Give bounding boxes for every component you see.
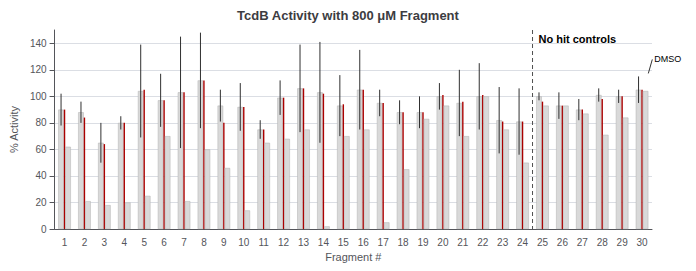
svg-text:6: 6 xyxy=(161,237,167,248)
svg-text:26: 26 xyxy=(557,237,569,248)
svg-text:0: 0 xyxy=(41,224,47,235)
svg-text:15: 15 xyxy=(338,237,350,248)
svg-text:2: 2 xyxy=(82,237,88,248)
svg-text:30: 30 xyxy=(636,237,648,248)
svg-text:25: 25 xyxy=(537,237,549,248)
svg-text:13: 13 xyxy=(298,237,310,248)
svg-text:% Activity: % Activity xyxy=(8,105,20,153)
svg-text:29: 29 xyxy=(617,237,629,248)
svg-text:28: 28 xyxy=(597,237,609,248)
svg-text:7: 7 xyxy=(181,237,187,248)
svg-text:23: 23 xyxy=(497,237,509,248)
svg-text:120: 120 xyxy=(30,64,47,75)
svg-text:21: 21 xyxy=(457,237,469,248)
svg-text:60: 60 xyxy=(35,144,47,155)
svg-text:14: 14 xyxy=(318,237,330,248)
svg-text:22: 22 xyxy=(477,237,489,248)
svg-text:12: 12 xyxy=(278,237,290,248)
svg-text:4: 4 xyxy=(122,237,128,248)
svg-text:80: 80 xyxy=(35,117,47,128)
svg-text:17: 17 xyxy=(378,237,390,248)
svg-text:DMSO: DMSO xyxy=(654,54,681,64)
svg-text:No hit controls: No hit controls xyxy=(539,33,617,45)
svg-text:27: 27 xyxy=(577,237,589,248)
svg-text:3: 3 xyxy=(102,237,108,248)
svg-text:100: 100 xyxy=(30,91,47,102)
svg-text:5: 5 xyxy=(141,237,147,248)
svg-text:TcdB Activity with 800 μM Frag: TcdB Activity with 800 μM Fragment xyxy=(237,8,459,23)
svg-text:24: 24 xyxy=(517,237,529,248)
svg-text:10: 10 xyxy=(238,237,250,248)
svg-text:19: 19 xyxy=(417,237,429,248)
svg-text:40: 40 xyxy=(35,170,47,181)
svg-text:11: 11 xyxy=(258,237,269,248)
svg-text:8: 8 xyxy=(201,237,207,248)
svg-text:Fragment #: Fragment # xyxy=(325,251,382,263)
svg-text:9: 9 xyxy=(221,237,227,248)
svg-text:20: 20 xyxy=(437,237,449,248)
svg-text:140: 140 xyxy=(30,38,47,49)
svg-text:20: 20 xyxy=(35,197,47,208)
svg-text:18: 18 xyxy=(398,237,410,248)
svg-text:1: 1 xyxy=(62,237,68,248)
svg-text:16: 16 xyxy=(358,237,370,248)
